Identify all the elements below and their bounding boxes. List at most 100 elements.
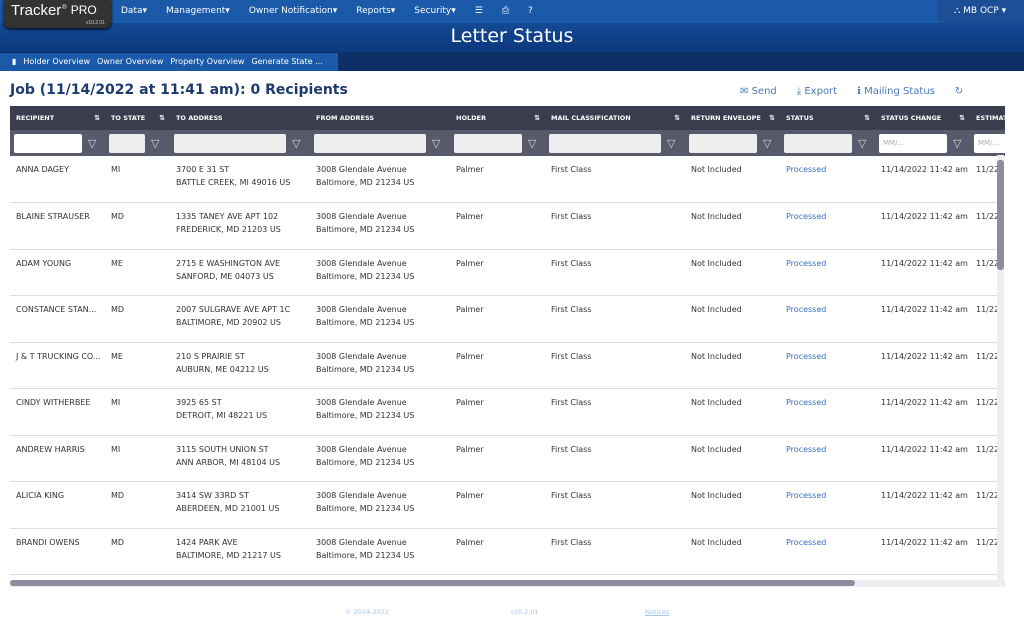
filter-input[interactable] — [314, 134, 426, 153]
link-holder-overview[interactable]: Holder Overview — [23, 57, 91, 66]
column-header[interactable]: STATUS ⇅ — [780, 106, 875, 130]
sort-icon[interactable]: ⇅ — [534, 114, 540, 122]
sort-icon[interactable]: ⇅ — [94, 114, 100, 122]
sort-icon[interactable]: ⇅ — [959, 114, 965, 122]
table-cell: Not Included — [685, 249, 780, 296]
table-cell: 3008 Glendale Avenue Baltimore, MD 21234 … — [310, 342, 450, 389]
table-cell[interactable]: Processed — [780, 528, 875, 575]
vertical-scrollbar[interactable] — [997, 155, 1004, 580]
menu-owner-notification[interactable]: Owner Notification▾ — [248, 6, 338, 16]
table-cell: 210 S PRAIRIE ST AUBURN, ME 04212 US — [170, 342, 310, 389]
table-cell[interactable]: Processed — [780, 435, 875, 482]
filter-input[interactable]: MM/... — [974, 134, 1005, 153]
column-label: RETURN ENVELOPE — [691, 114, 761, 122]
table-cell[interactable]: Processed — [780, 388, 875, 436]
horizontal-scrollbar[interactable] — [10, 580, 1005, 587]
notices-link[interactable]: Notices — [645, 608, 670, 616]
table-cell: Not Included — [685, 156, 780, 203]
address-line: 3008 Glendale Avenue — [316, 537, 407, 547]
address-line: BATTLE CREEK, MI 49016 US — [176, 178, 291, 187]
filter-icon[interactable]: ▽ — [151, 137, 160, 150]
table-row[interactable]: CINDY WITHERBEE MI 3925 65 ST DETROIT, MI 4… — [10, 388, 1005, 436]
scroll-thumb[interactable] — [10, 580, 855, 586]
column-header[interactable]: HOLDER ⇅ — [450, 106, 545, 130]
table-cell[interactable]: Processed — [780, 249, 875, 296]
scroll-thumb[interactable] — [997, 160, 1004, 270]
filter-icon[interactable]: ▽ — [953, 137, 962, 150]
filter-cell: ▽ — [10, 130, 105, 156]
link-generate-state[interactable]: Generate State ... — [251, 57, 323, 66]
filter-icon[interactable]: ▽ — [88, 137, 97, 150]
menu-security[interactable]: Security▾ — [414, 6, 456, 16]
column-header-content: TO ADDRESS — [176, 114, 305, 122]
menu-data[interactable]: Data▾ — [121, 6, 148, 16]
column-header-content: STATUS ⇅ — [786, 114, 870, 122]
table-row[interactable]: ANNA DAGEY MI 3700 E 31 ST BATTLE CREEK, MI… — [10, 156, 1005, 203]
refresh-icon[interactable]: ↻ — [954, 86, 964, 97]
table-cell[interactable]: Processed — [780, 342, 875, 389]
filter-input[interactable] — [454, 134, 522, 153]
filter-input[interactable]: MM/... — [879, 134, 947, 153]
table-row[interactable]: BLAINE STRAUSER MD 1335 TANEY AVE APT 102 F… — [10, 202, 1005, 250]
column-header[interactable]: STATUS CHANGE ⇅ — [875, 106, 970, 130]
table-cell: 3008 Glendale Avenue Baltimore, MD 21234 … — [310, 481, 450, 529]
column-header[interactable]: TO ADDRESS — [170, 106, 310, 130]
table-row[interactable]: ADAM YOUNG ME 2715 E WASHINGTON AVE SANFORD… — [10, 249, 1005, 296]
filter-icon[interactable]: ▽ — [528, 137, 537, 150]
mailing-status-button[interactable]: ℹ Mailing Status — [857, 86, 935, 97]
app-logo[interactable]: Tracker ® PRO v10.2.01 — [4, 0, 111, 28]
table-cell[interactable]: Processed — [780, 481, 875, 529]
table-row[interactable]: ALICIA KING MD 3414 SW 33RD ST ABERDEEN, MD… — [10, 481, 1005, 529]
filter-input[interactable] — [109, 134, 145, 153]
filter-icon[interactable]: ▽ — [858, 137, 867, 150]
filter-input[interactable] — [784, 134, 852, 153]
table-cell: Not Included — [685, 481, 780, 529]
filter-input[interactable] — [689, 134, 757, 153]
table-cell: ME — [105, 342, 170, 389]
table-row[interactable]: ANDREW HARRIS MI 3115 SOUTH UNION ST ANN AR… — [10, 435, 1005, 482]
table-cell[interactable]: Processed — [780, 295, 875, 343]
table-row[interactable]: J & T TRUCKING CO... ME 210 S PRAIRIE ST AU… — [10, 342, 1005, 389]
table-row[interactable]: CONSTANCE STAN... MD 2007 SULGRAVE AVE APT… — [10, 295, 1005, 343]
print-icon[interactable]: ⎙ — [501, 6, 510, 16]
column-header[interactable]: FROM ADDRESS — [310, 106, 450, 130]
link-property-overview[interactable]: Property Overview — [170, 57, 245, 66]
filter-icon[interactable]: ▽ — [667, 137, 676, 150]
column-header-content: TO STATE ⇅ — [111, 114, 165, 122]
filter-input[interactable] — [549, 134, 661, 153]
user-menu[interactable]: ⛬ MB OCP ▾ — [938, 0, 1024, 23]
sort-icon[interactable]: ⇅ — [864, 114, 870, 122]
column-header[interactable]: MAIL CLASSIFICATION ⇅ — [545, 106, 685, 130]
table-cell: BLAINE STRAUSER — [10, 202, 105, 250]
filter-input[interactable] — [14, 134, 82, 153]
table-cell[interactable]: Processed — [780, 156, 875, 203]
column-header[interactable]: TO STATE ⇅ — [105, 106, 170, 130]
filter-icon[interactable]: ▽ — [432, 137, 441, 150]
column-header[interactable]: ESTIMAT — [970, 106, 1005, 130]
column-label: TO ADDRESS — [176, 114, 223, 122]
sort-icon[interactable]: ⇅ — [769, 114, 775, 122]
table-row[interactable]: BRANDI OWENS MD 1424 PARK AVE BALTIMORE, MD… — [10, 528, 1005, 575]
table-cell: 1424 PARK AVE BALTIMORE, MD 21217 US — [170, 528, 310, 575]
help-icon[interactable]: ? — [528, 6, 533, 16]
table-cell[interactable]: Processed — [780, 202, 875, 250]
send-button[interactable]: ✉ Send — [740, 86, 777, 97]
column-header[interactable]: RECIPIENT ⇅ — [10, 106, 105, 130]
menu-reports[interactable]: Reports▾ — [356, 6, 396, 16]
link-owner-overview[interactable]: Owner Overview — [97, 57, 164, 66]
menu-management[interactable]: Management▾ — [166, 6, 230, 16]
filter-icon[interactable]: ▽ — [763, 137, 772, 150]
column-header-content: FROM ADDRESS — [316, 114, 445, 122]
sort-icon[interactable]: ⇅ — [159, 114, 165, 122]
toolbar: ✉ Send ⤓ Export ℹ Mailing Status ↻ — [740, 86, 963, 97]
filter-icon[interactable]: ▽ — [292, 137, 301, 150]
table-cell: Not Included — [685, 202, 780, 250]
export-button[interactable]: ⤓ Export — [796, 86, 838, 97]
column-header[interactable]: RETURN ENVELOPE ⇅ — [685, 106, 780, 130]
table-cell: First Class — [545, 249, 685, 296]
table-cell: Not Included — [685, 388, 780, 436]
table-cell: 3008 Glendale Avenue Baltimore, MD 21234 … — [310, 249, 450, 296]
sort-icon[interactable]: ⇅ — [674, 114, 680, 122]
filter-input[interactable] — [174, 134, 286, 153]
list-icon[interactable]: ☰ — [474, 6, 483, 16]
